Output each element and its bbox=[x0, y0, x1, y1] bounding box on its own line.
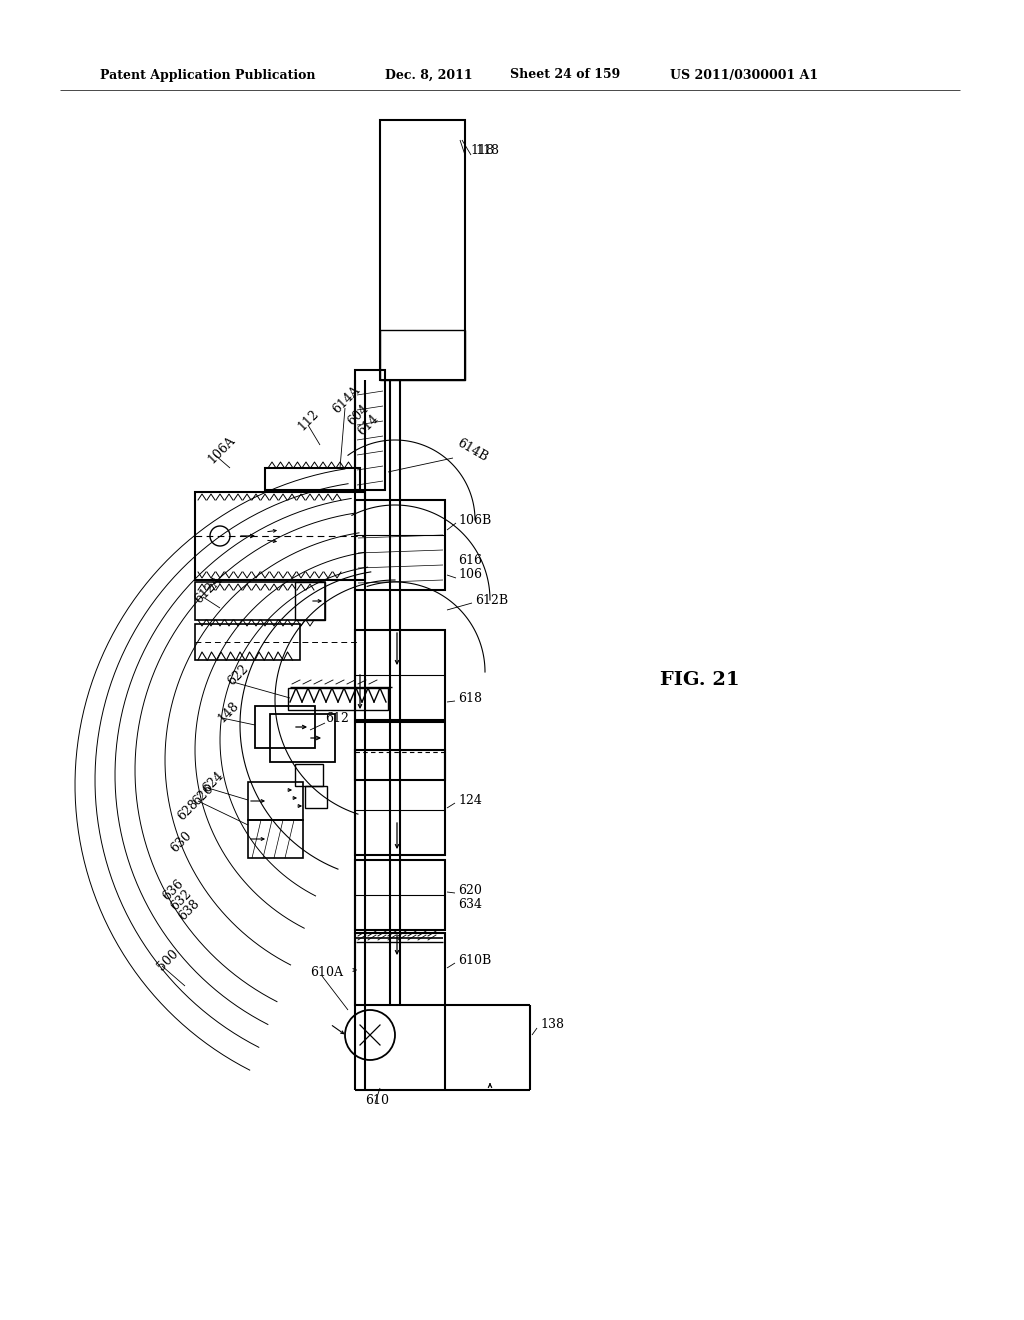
Bar bbox=[355, 500, 445, 590]
Text: 636: 636 bbox=[160, 876, 186, 903]
Text: 106: 106 bbox=[458, 569, 482, 582]
Text: Sheet 24 of 159: Sheet 24 of 159 bbox=[510, 69, 621, 82]
Text: 622: 622 bbox=[225, 663, 251, 688]
Bar bbox=[380, 120, 465, 380]
Text: 106B: 106B bbox=[458, 513, 492, 527]
Bar bbox=[305, 785, 327, 808]
Bar bbox=[355, 722, 445, 780]
Bar bbox=[248, 820, 303, 858]
Text: 610: 610 bbox=[365, 1093, 389, 1106]
Bar bbox=[195, 582, 325, 620]
Text: 614: 614 bbox=[355, 412, 381, 438]
Text: 618: 618 bbox=[458, 692, 482, 705]
Text: US 2011/0300001 A1: US 2011/0300001 A1 bbox=[670, 69, 818, 82]
Text: 118: 118 bbox=[475, 144, 499, 157]
Text: Patent Application Publication: Patent Application Publication bbox=[100, 69, 315, 82]
Bar bbox=[255, 706, 315, 748]
Text: 118: 118 bbox=[470, 144, 494, 157]
Text: FIG. 21: FIG. 21 bbox=[660, 671, 739, 689]
Text: 626: 626 bbox=[190, 781, 216, 808]
Text: 612B: 612B bbox=[475, 594, 508, 606]
Bar bbox=[355, 933, 445, 1005]
Text: 612A: 612A bbox=[193, 574, 224, 606]
Bar bbox=[295, 764, 323, 785]
Bar bbox=[265, 469, 360, 490]
Text: 604: 604 bbox=[345, 401, 371, 428]
Bar bbox=[288, 688, 388, 710]
Text: 112: 112 bbox=[295, 407, 322, 433]
Text: 614B: 614B bbox=[455, 436, 490, 463]
Text: 632: 632 bbox=[168, 887, 195, 913]
Bar bbox=[248, 781, 303, 820]
Text: 624: 624 bbox=[200, 770, 226, 795]
Text: 634: 634 bbox=[458, 899, 482, 912]
Bar bbox=[270, 714, 335, 762]
Text: 124: 124 bbox=[458, 793, 482, 807]
Text: 610A: 610A bbox=[310, 965, 343, 978]
Text: 106A: 106A bbox=[205, 434, 238, 466]
Bar bbox=[355, 630, 445, 719]
Bar bbox=[195, 624, 300, 660]
Text: 628: 628 bbox=[175, 797, 201, 824]
Text: 630: 630 bbox=[168, 829, 195, 855]
Text: 138: 138 bbox=[540, 1019, 564, 1031]
Bar bbox=[195, 492, 365, 579]
Text: 610B: 610B bbox=[458, 953, 492, 966]
Bar bbox=[355, 370, 385, 490]
Bar bbox=[295, 582, 325, 620]
Bar bbox=[355, 750, 445, 855]
Text: 148: 148 bbox=[215, 698, 242, 725]
Text: 500: 500 bbox=[155, 946, 181, 973]
Text: 638: 638 bbox=[176, 896, 202, 923]
Text: 616: 616 bbox=[458, 553, 482, 566]
Text: 614A: 614A bbox=[330, 384, 362, 416]
Text: 612: 612 bbox=[325, 711, 349, 725]
Bar bbox=[380, 330, 465, 380]
Text: 620: 620 bbox=[458, 883, 482, 896]
Text: Dec. 8, 2011: Dec. 8, 2011 bbox=[385, 69, 473, 82]
Bar bbox=[355, 861, 445, 931]
